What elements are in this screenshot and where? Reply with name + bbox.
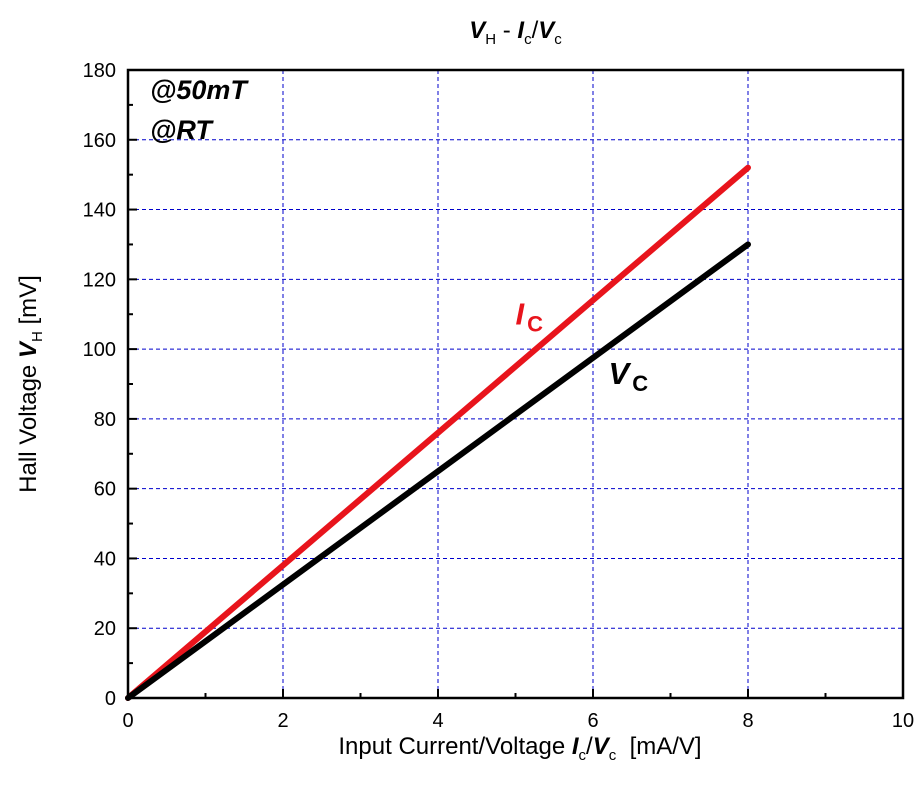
- y-tick-label: 100: [83, 339, 116, 361]
- y-tick-label: 0: [105, 688, 116, 710]
- x-tick-label: 10: [892, 710, 914, 732]
- series-line: [125, 241, 751, 701]
- y-tick-label: 180: [83, 60, 116, 82]
- x-tick-label: 4: [432, 710, 443, 732]
- y-tick-label: 60: [94, 479, 116, 501]
- annotation-text: @50mT: [150, 75, 249, 105]
- y-tick-label: 80: [94, 409, 116, 431]
- x-tick-label: 2: [277, 710, 288, 732]
- grid: [128, 70, 903, 698]
- plot-frame: [126, 68, 905, 700]
- y-axis-title: Hall Voltage VH [mV]: [15, 275, 46, 493]
- x-axis-title: Input Current/Voltage Ic/Vc [mA/V]: [338, 733, 701, 764]
- annotation-text: @RT: [150, 115, 214, 145]
- y-tick-label: 160: [83, 130, 116, 152]
- axis-ticks: [127, 69, 904, 699]
- y-tick-label: 140: [83, 200, 116, 222]
- y-tick-label: 20: [94, 618, 116, 640]
- series-lines: [125, 164, 751, 701]
- chart-title: VH - Ic/Vc: [469, 17, 562, 48]
- y-tick-label: 40: [94, 548, 116, 570]
- y-tick-label: 120: [83, 269, 116, 291]
- series-line: [125, 164, 751, 701]
- x-tick-label: 6: [587, 710, 598, 732]
- x-tick-label: 8: [742, 710, 753, 732]
- x-tick-label: 0: [122, 710, 133, 732]
